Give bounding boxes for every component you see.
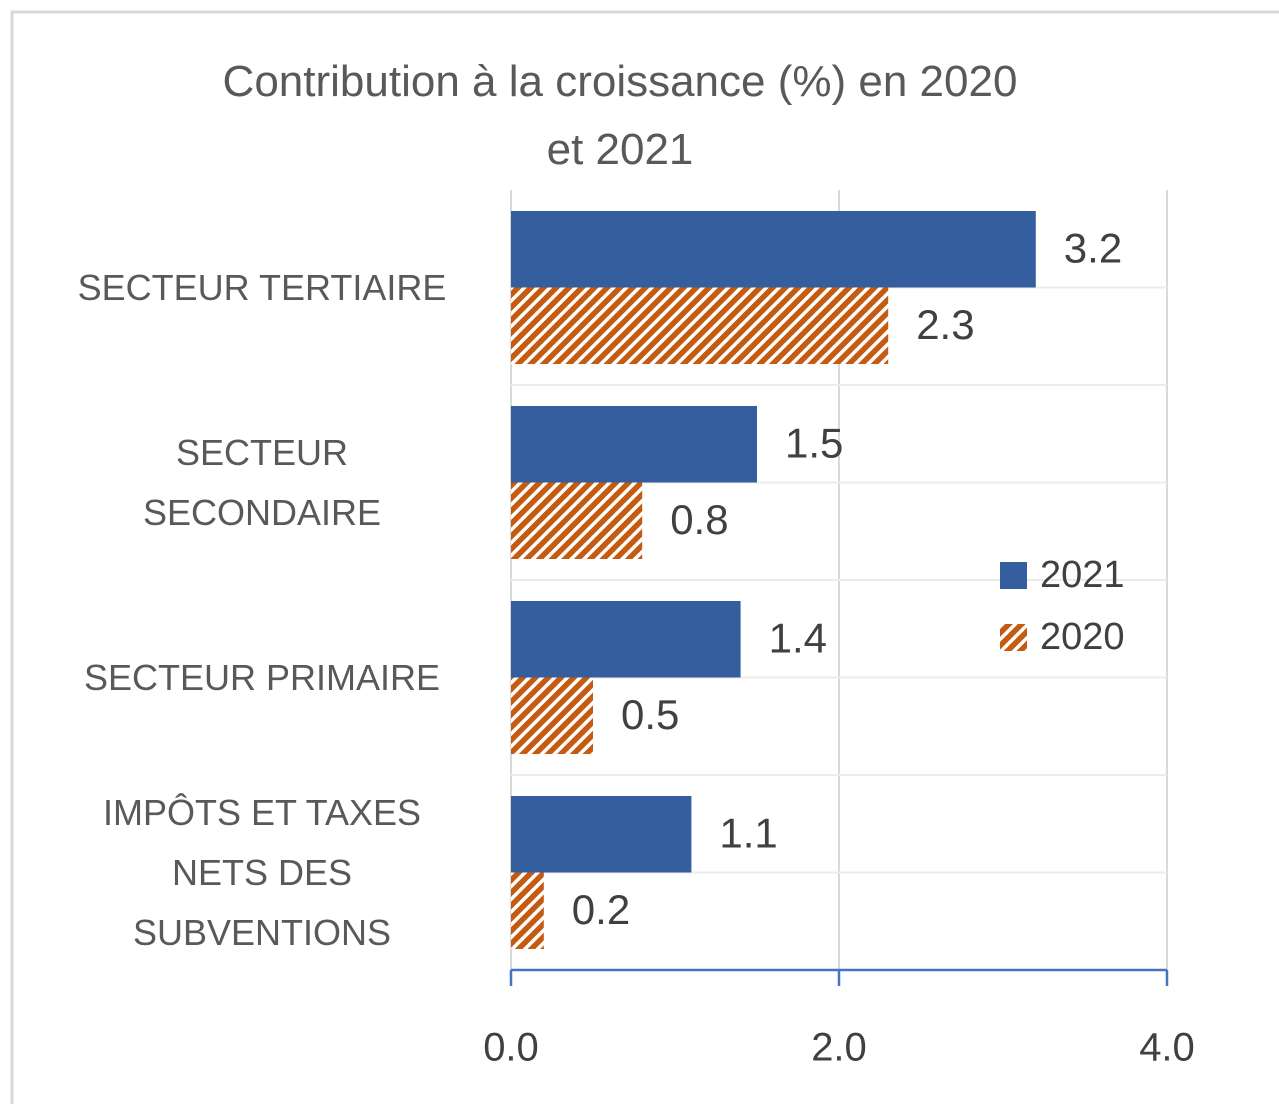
legend-label: 2020 bbox=[1040, 616, 1125, 658]
x-tick-label: 4.0 bbox=[1139, 1026, 1195, 1070]
y-tick-label: IMPÔTS ET TAXES NETS DES SUBVENTIONS bbox=[102, 791, 422, 953]
data-label: 0.2 bbox=[572, 886, 630, 933]
bar bbox=[511, 677, 593, 754]
data-label: 1.1 bbox=[719, 809, 777, 856]
data-label: 1.5 bbox=[785, 419, 843, 466]
y-tick-label: SECTEUR SECONDAIRE bbox=[142, 431, 382, 533]
data-label: 3.2 bbox=[1064, 224, 1122, 271]
y-tick-label: SECTEUR TERTIAIRE bbox=[77, 266, 447, 308]
y-tick-label: SECTEUR PRIMAIRE bbox=[83, 656, 441, 698]
data-label: 0.8 bbox=[670, 496, 728, 543]
bar bbox=[511, 287, 889, 364]
x-tick-label: 0.0 bbox=[483, 1026, 539, 1070]
bar bbox=[511, 796, 692, 873]
legend-swatch bbox=[1000, 624, 1027, 651]
bar bbox=[511, 601, 741, 678]
chart-frame bbox=[10, 10, 1279, 1104]
legend-label: 2021 bbox=[1040, 554, 1125, 596]
bar bbox=[511, 482, 643, 559]
data-label: 0.5 bbox=[621, 691, 679, 738]
bar bbox=[511, 406, 757, 483]
bar bbox=[511, 872, 544, 949]
data-label: 2.3 bbox=[916, 301, 974, 348]
x-tick-label: 2.0 bbox=[811, 1026, 867, 1070]
legend-swatch bbox=[1000, 562, 1027, 589]
chart-title: Contribution à la croissance (%) en 2020… bbox=[222, 57, 1018, 174]
data-label: 1.4 bbox=[769, 614, 827, 661]
bar bbox=[511, 211, 1036, 288]
